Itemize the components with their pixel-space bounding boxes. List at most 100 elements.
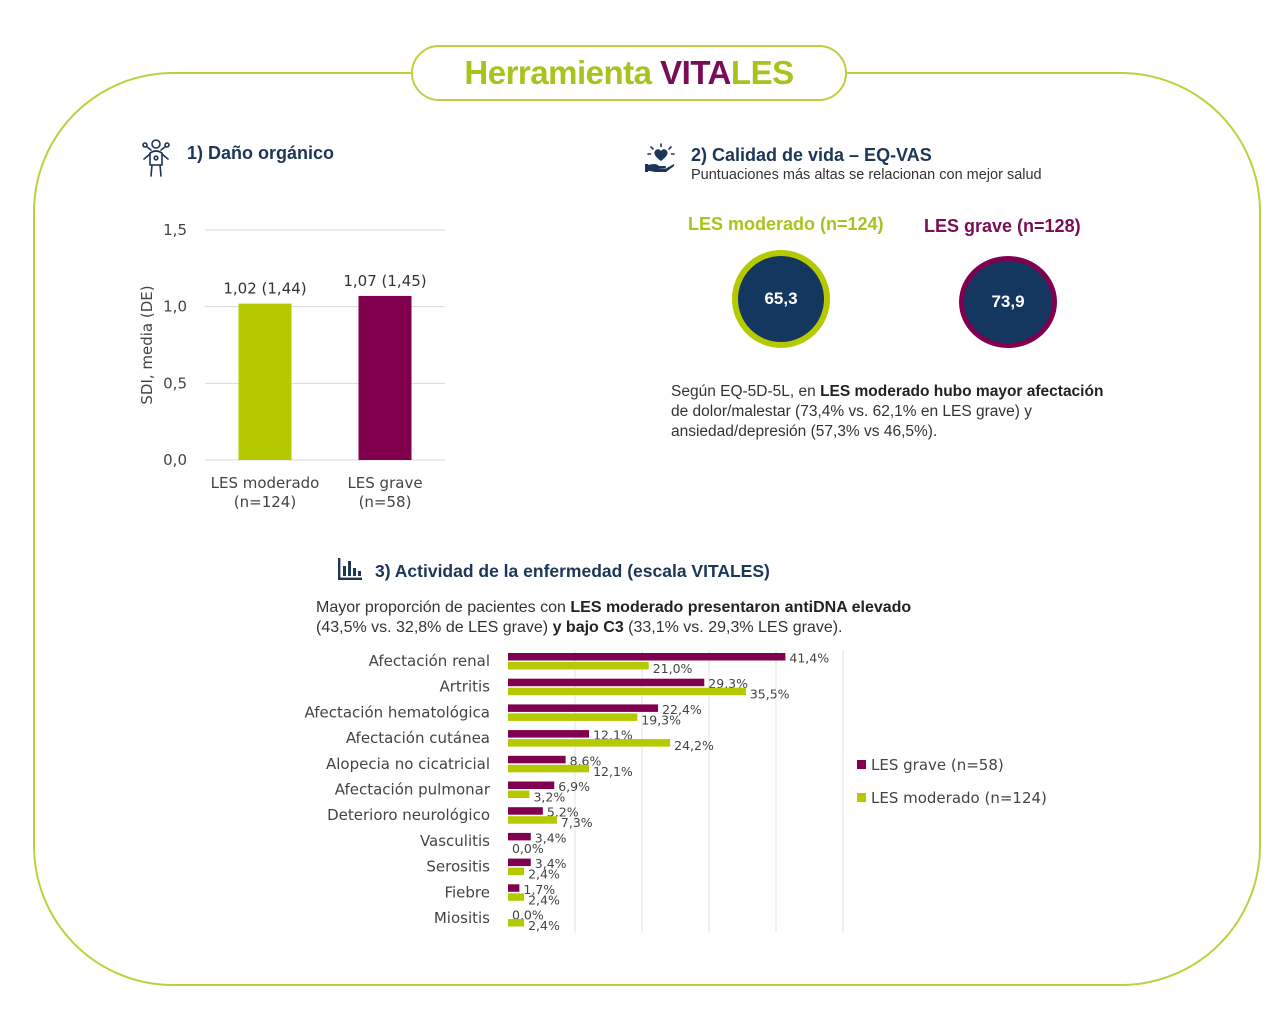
category-label: Serositis bbox=[426, 858, 490, 876]
moderado-bar bbox=[508, 816, 557, 824]
title-part1: Herramienta bbox=[464, 54, 652, 91]
sdi-bar-chart: 0,0 0,5 1,0 1,5 SDI, media (DE) 1,02 (1,44) LE… bbox=[138, 221, 445, 511]
category-label: Fiebre bbox=[444, 883, 490, 901]
grave-score: 73,9 bbox=[991, 292, 1025, 311]
section2-subtitle: Puntuaciones más altas se relacionan con… bbox=[691, 167, 1042, 183]
sdi-bar bbox=[358, 295, 412, 460]
moderado-group-label: LES moderado (n=124) bbox=[688, 214, 884, 234]
bar-data-label: 12,1% bbox=[593, 764, 633, 779]
category-label: Artritis bbox=[439, 678, 490, 696]
grave-score-circle: 73,9 bbox=[959, 256, 1057, 348]
bar-data-label: 3,4% bbox=[535, 856, 567, 871]
section3-paragraph: Mayor proporción de pacientes con LES mo… bbox=[316, 598, 1016, 638]
bar-data-label: 3,4% bbox=[535, 830, 567, 845]
category-label: Afectación hematológica bbox=[305, 703, 491, 721]
moderado-bar bbox=[508, 687, 746, 696]
x-category-label: LES grave bbox=[347, 474, 422, 492]
moderado-bar bbox=[508, 662, 649, 670]
grave-bar bbox=[508, 704, 659, 712]
activity-bar-chart: Afectación renal 41,4%21,0%Artritis 29,3%3… bbox=[305, 650, 1047, 933]
para3-text-2: (43,5% vs. 32,8% de LES grave) bbox=[316, 619, 553, 636]
title-les: LES bbox=[730, 54, 794, 91]
grave-bar bbox=[508, 730, 590, 738]
category-label: Alopecia no cicatricial bbox=[326, 755, 490, 773]
bar-data-label: 2,4% bbox=[528, 918, 560, 933]
moderado-score-circle: 65,3 bbox=[732, 250, 830, 348]
para3-text-3: (33,1% vs. 29,3% LES grave). bbox=[623, 619, 843, 636]
bar-chart-icon bbox=[338, 558, 362, 580]
moderado-bar bbox=[508, 867, 525, 876]
grave-bar bbox=[508, 781, 555, 789]
bar-data-label: 0,0% bbox=[512, 841, 544, 856]
bar-data-label: 21,0% bbox=[653, 661, 693, 676]
moderado-bar bbox=[508, 739, 671, 747]
section2-heading: 2) Calidad de vida – EQ-VAS bbox=[691, 145, 932, 165]
page-title: Herramienta VITA LES bbox=[411, 45, 847, 101]
para3-bold-1: LES moderado presentaron antiDNA elevado bbox=[570, 599, 912, 616]
grave-bar bbox=[508, 858, 531, 867]
section3-heading: 3) Actividad de la enfermedad (escala VI… bbox=[375, 561, 770, 581]
moderado-bar bbox=[508, 713, 638, 721]
moderado-bar bbox=[508, 790, 530, 798]
bar-data-label: 3,2% bbox=[533, 790, 565, 805]
moderado-bar bbox=[508, 919, 525, 927]
legend-label: LES moderado (n=124) bbox=[871, 789, 1047, 807]
bar-data-label: 6,9% bbox=[558, 779, 590, 794]
x-category-sublabel: (n=58) bbox=[359, 493, 412, 511]
para2-bold: LES moderado hubo mayor afectación bbox=[820, 383, 1104, 400]
bar-data-label: 35,5% bbox=[750, 687, 790, 702]
legend-swatch bbox=[857, 760, 866, 769]
category-label: Afectación cutánea bbox=[346, 729, 490, 747]
bar-data-label: 19,3% bbox=[641, 712, 681, 727]
grave-bar bbox=[508, 653, 786, 661]
grave-bar bbox=[508, 884, 520, 892]
moderado-bar bbox=[508, 764, 590, 773]
para3-text-1: Mayor proporción de pacientes con bbox=[316, 599, 571, 616]
bar-data-label: 7,3% bbox=[561, 815, 593, 830]
sdi-data-label: 1,02 (1,44) bbox=[223, 280, 306, 298]
bar-data-label: 8,6% bbox=[570, 753, 602, 768]
heart-hand-icon bbox=[645, 143, 675, 172]
bar-data-label: 22,4% bbox=[662, 702, 702, 717]
category-label: Afectación pulmonar bbox=[335, 781, 491, 799]
category-label: Miositis bbox=[434, 909, 490, 927]
para2-text-3: ansiedad/depresión (57,3% vs 46,5%). bbox=[671, 423, 938, 440]
sdi-bar bbox=[238, 303, 292, 460]
category-label: Vasculitis bbox=[420, 832, 490, 850]
bar-data-label: 2,4% bbox=[528, 867, 560, 882]
bar-data-label: 5,2% bbox=[547, 805, 579, 820]
category-label: Deterioro neurológico bbox=[327, 806, 490, 824]
para2-text-2: de dolor/malestar (73,4% vs. 62,1% en LE… bbox=[671, 403, 1032, 420]
y-tick-label: 0,5 bbox=[163, 374, 187, 392]
category-label: Afectación renal bbox=[369, 652, 490, 670]
legend-label: LES grave (n=58) bbox=[871, 756, 1004, 774]
y-tick-label: 1,5 bbox=[163, 221, 187, 239]
bar-data-label: 41,4% bbox=[789, 651, 829, 666]
para2-text-1: Según EQ-5D-5L, en bbox=[671, 383, 821, 400]
bar-data-label: 1,7% bbox=[523, 882, 555, 897]
y-tick-label: 0,0 bbox=[163, 451, 187, 469]
para3-bold-2: y bajo C3 bbox=[552, 619, 624, 636]
grave-bar bbox=[508, 832, 531, 841]
moderado-score: 65,3 bbox=[764, 289, 798, 308]
bar-data-label: 29,3% bbox=[708, 676, 748, 691]
moderado-bar bbox=[508, 893, 525, 901]
grave-group-label: LES grave (n=128) bbox=[924, 216, 1081, 236]
y-tick-label: 1,0 bbox=[163, 298, 187, 316]
legend-swatch bbox=[857, 793, 866, 802]
y-axis-label: SDI, media (DE) bbox=[138, 285, 156, 404]
bar-data-label: 24,2% bbox=[674, 738, 714, 753]
x-category-sublabel: (n=124) bbox=[234, 493, 296, 511]
sdi-data-label: 1,07 (1,45) bbox=[343, 272, 426, 290]
grave-bar bbox=[508, 678, 705, 687]
section2-paragraph: Según EQ-5D-5L, en LES moderado hubo may… bbox=[671, 382, 1191, 442]
grave-bar bbox=[508, 755, 566, 764]
bar-data-label: 2,4% bbox=[528, 892, 560, 907]
title-vita: VITA bbox=[660, 54, 731, 91]
section1-heading: 1) Daño orgánico bbox=[187, 143, 335, 163]
bar-data-label: 0,0% bbox=[512, 908, 544, 923]
x-category-label: LES moderado bbox=[211, 474, 320, 492]
grave-bar bbox=[508, 807, 543, 815]
bar-data-label: 12,1% bbox=[593, 728, 633, 743]
body-organs-icon bbox=[142, 139, 170, 177]
